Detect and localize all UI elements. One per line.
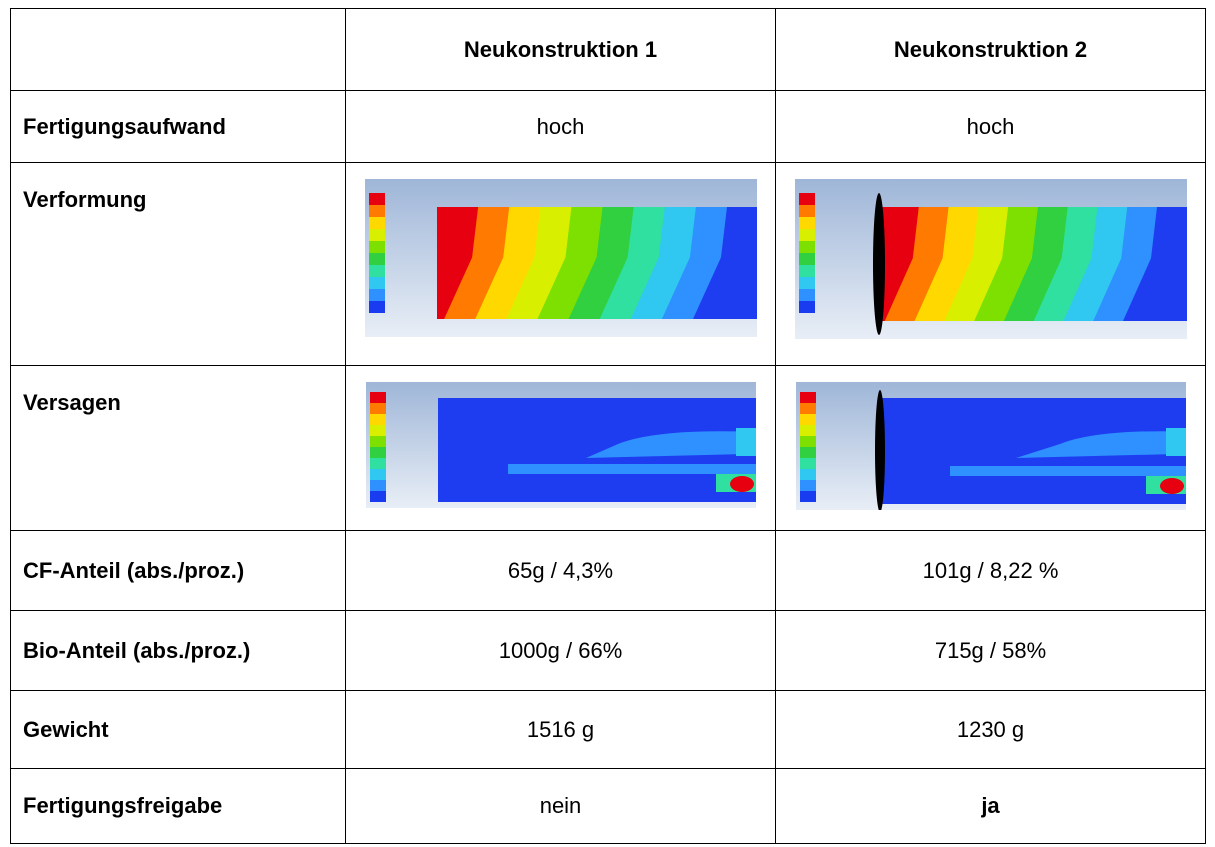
- cell: nein: [346, 769, 776, 844]
- stress-region: [736, 428, 756, 456]
- legend-swatch: [369, 193, 385, 205]
- legend-swatch: [369, 253, 385, 265]
- header-row: Neukonstruktion 1 Neukonstruktion 2: [11, 9, 1206, 91]
- legend-swatch: [369, 205, 385, 217]
- column-header: Neukonstruktion 2: [776, 9, 1206, 91]
- deformation-image: [365, 179, 757, 337]
- legend-swatch: [799, 265, 815, 277]
- stress-hotspot: [730, 476, 754, 492]
- legend-swatch: [799, 253, 815, 265]
- legend-swatch: [800, 458, 816, 469]
- legend-swatch: [799, 217, 815, 229]
- column-header: Neukonstruktion 1: [346, 9, 776, 91]
- legend-swatch: [799, 205, 815, 217]
- row: Fertigungsaufwand hoch hoch: [11, 91, 1206, 163]
- cell: 715g / 58%: [776, 611, 1206, 691]
- legend-swatch: [369, 301, 385, 313]
- legend-swatch: [369, 277, 385, 289]
- row: Versagen: [11, 366, 1206, 531]
- page: Neukonstruktion 1 Neukonstruktion 2 Fert…: [0, 0, 1215, 847]
- cell: ja: [776, 769, 1206, 844]
- stress-region: [950, 466, 1186, 476]
- legend-swatch: [370, 447, 386, 458]
- row: Bio-Anteil (abs./proz.) 1000g / 66% 715g…: [11, 611, 1206, 691]
- stress-hotspot: [1160, 478, 1184, 494]
- cell: 65g / 4,3%: [346, 531, 776, 611]
- legend-swatch: [800, 425, 816, 436]
- row: Gewicht 1516 g 1230 g: [11, 691, 1206, 769]
- corner-cell: [11, 9, 346, 91]
- image-cell: [346, 163, 776, 366]
- legend-swatch: [369, 289, 385, 301]
- failure-image: [796, 382, 1186, 510]
- legend-swatch: [799, 193, 815, 205]
- legend-swatch: [800, 480, 816, 491]
- cell: 1230 g: [776, 691, 1206, 769]
- row-label: CF-Anteil (abs./proz.): [11, 531, 346, 611]
- legend-swatch: [800, 491, 816, 502]
- legend-swatch: [370, 425, 386, 436]
- end-cap: [875, 390, 885, 510]
- comparison-table: Neukonstruktion 1 Neukonstruktion 2 Fert…: [10, 8, 1206, 844]
- legend-swatch: [800, 436, 816, 447]
- cell: 101g / 8,22 %: [776, 531, 1206, 611]
- legend-swatch: [800, 403, 816, 414]
- image-cell: [776, 163, 1206, 366]
- cell: 1516 g: [346, 691, 776, 769]
- image-cell: [776, 366, 1206, 531]
- legend-swatch: [799, 289, 815, 301]
- legend-swatch: [370, 403, 386, 414]
- row: Fertigungsfreigabe nein ja: [11, 769, 1206, 844]
- legend-swatch: [370, 480, 386, 491]
- legend-swatch: [799, 241, 815, 253]
- deformation-image: [795, 179, 1187, 339]
- legend-swatch: [370, 469, 386, 480]
- legend-swatch: [370, 414, 386, 425]
- legend-swatch: [800, 469, 816, 480]
- legend-swatch: [369, 265, 385, 277]
- legend-swatch: [370, 491, 386, 502]
- legend-swatch: [369, 229, 385, 241]
- row-label: Fertigungsfreigabe: [11, 769, 346, 844]
- legend-swatch: [370, 392, 386, 403]
- cell: 1000g / 66%: [346, 611, 776, 691]
- stress-region: [508, 464, 756, 474]
- stress-region: [1166, 428, 1186, 456]
- legend-swatch: [800, 392, 816, 403]
- row-label: Bio-Anteil (abs./proz.): [11, 611, 346, 691]
- end-cap: [873, 193, 885, 335]
- legend-swatch: [369, 217, 385, 229]
- cell: hoch: [346, 91, 776, 163]
- row: Verformung: [11, 163, 1206, 366]
- legend-swatch: [800, 447, 816, 458]
- row-label: Verformung: [11, 163, 346, 366]
- row-label: Gewicht: [11, 691, 346, 769]
- legend-swatch: [369, 241, 385, 253]
- row-label: Versagen: [11, 366, 346, 531]
- cell: hoch: [776, 91, 1206, 163]
- failure-image: [366, 382, 756, 508]
- image-cell: [346, 366, 776, 531]
- legend-swatch: [799, 229, 815, 241]
- legend-swatch: [799, 277, 815, 289]
- legend-swatch: [800, 414, 816, 425]
- row-label: Fertigungsaufwand: [11, 91, 346, 163]
- legend-swatch: [370, 458, 386, 469]
- legend-swatch: [799, 301, 815, 313]
- row: CF-Anteil (abs./proz.) 65g / 4,3% 101g /…: [11, 531, 1206, 611]
- legend-swatch: [370, 436, 386, 447]
